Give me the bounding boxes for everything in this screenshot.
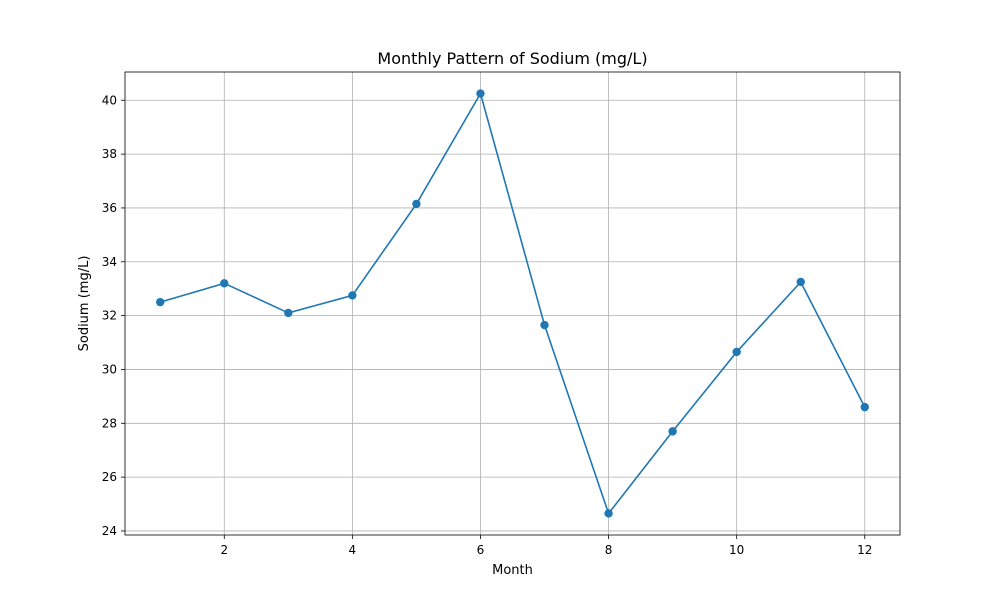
data-point	[796, 277, 805, 287]
x-tick-label: 10	[729, 543, 744, 557]
y-tick-label: 36	[102, 201, 117, 215]
y-tick-label: 24	[102, 524, 117, 538]
y-tick-label: 32	[102, 309, 117, 323]
x-tick-label: 12	[857, 543, 872, 557]
y-tick-label: 40	[102, 93, 117, 107]
data-point	[284, 308, 293, 318]
data-point	[348, 291, 357, 300]
x-tick-label: 2	[220, 543, 228, 557]
y-tick-label: 26	[102, 470, 117, 484]
x-tick-label: 6	[477, 543, 485, 557]
grid	[125, 72, 900, 535]
data-point	[540, 320, 549, 330]
x-tick-label: 8	[605, 543, 613, 557]
data-point	[732, 347, 741, 357]
data-point	[476, 89, 485, 98]
plot-frame	[124, 71, 901, 536]
y-tick-label: 30	[102, 362, 117, 376]
data-point	[156, 297, 165, 307]
series-line	[160, 91, 866, 516]
y-axis-title: Sodium (mg/L)	[77, 256, 92, 352]
x-tick-label: 4	[349, 543, 357, 557]
data-point	[604, 509, 613, 518]
y-tick-label: 28	[102, 416, 117, 430]
y-tick-label: 38	[102, 147, 117, 161]
chart-title: Monthly Pattern of Sodium (mg/L)	[377, 49, 647, 68]
series-layer	[156, 89, 869, 518]
x-axis-title: Month	[492, 563, 533, 578]
data-point	[220, 279, 229, 288]
data-point	[412, 199, 421, 209]
data-point	[860, 402, 869, 412]
data-point	[668, 427, 677, 436]
y-tick-label: 34	[102, 255, 117, 269]
